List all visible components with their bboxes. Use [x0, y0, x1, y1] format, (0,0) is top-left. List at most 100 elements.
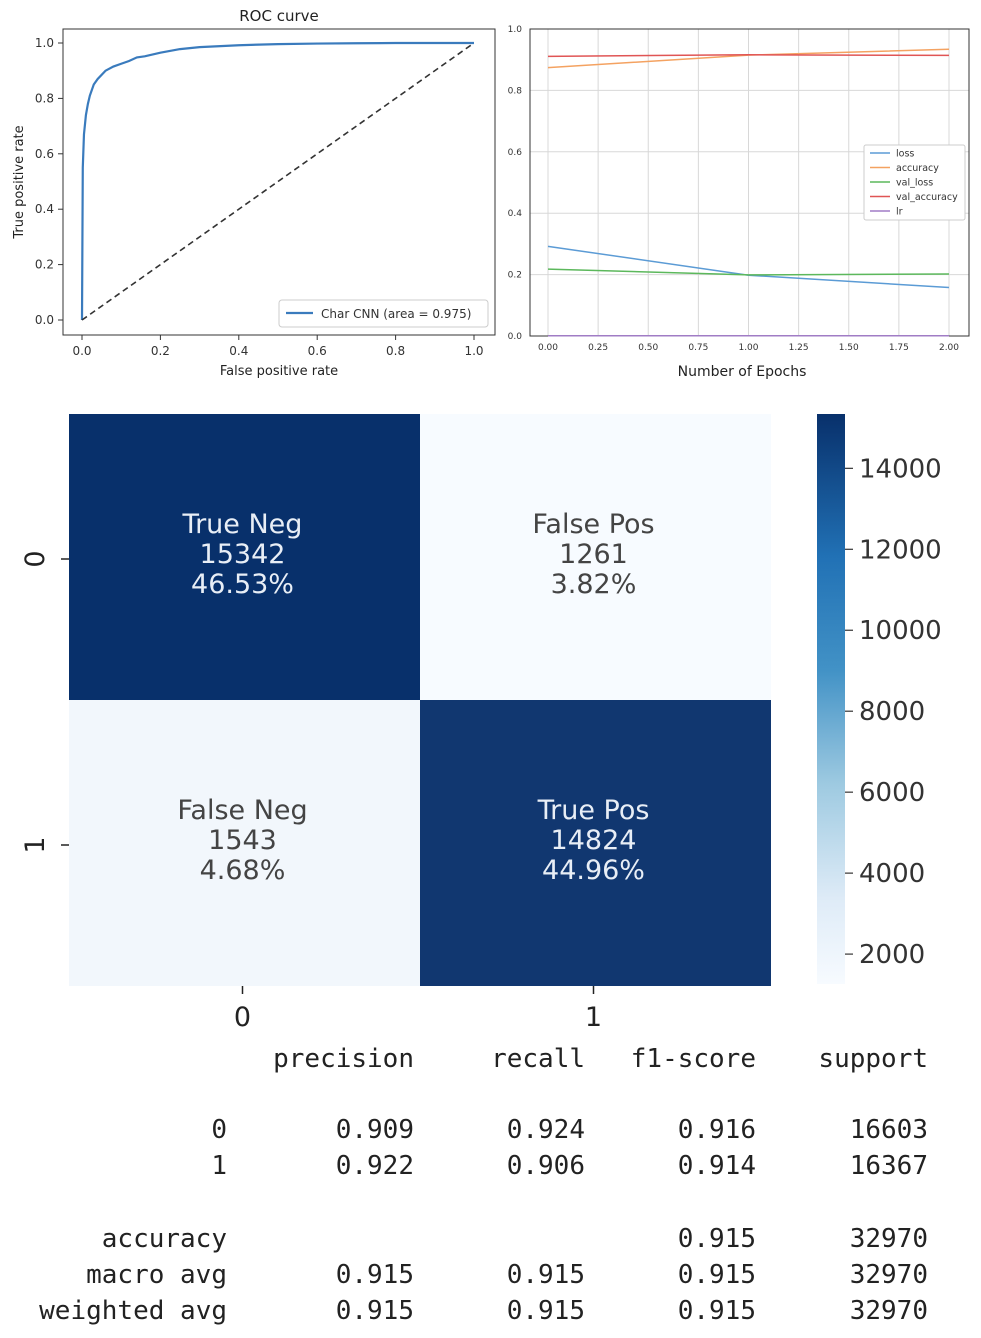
x-tick-label: 1.75 — [889, 343, 909, 353]
cell-percent: 46.53% — [191, 569, 294, 600]
x-tick-label: 0.6 — [308, 344, 327, 358]
colorbar-tick-label: 12000 — [859, 535, 942, 565]
row-value: 16603 — [850, 1115, 928, 1145]
y-tick-label: 0.6 — [35, 147, 54, 161]
legend-label: val_accuracy — [896, 192, 958, 203]
cell-name: False Neg — [177, 795, 307, 826]
y-tick-label: 1 — [20, 836, 51, 853]
x-tick-label: 1.25 — [789, 343, 809, 353]
roc-line-0 — [80, 41, 474, 321]
row-value: 32970 — [850, 1260, 928, 1290]
y-tick-label: 0.4 — [508, 209, 523, 219]
cell-name: False Pos — [532, 509, 654, 540]
row-value: 0.924 — [507, 1115, 585, 1145]
x-tick-label: 1.0 — [464, 344, 483, 358]
row-value: 0.906 — [507, 1151, 585, 1181]
y-tick-label: 0.6 — [508, 148, 523, 158]
series-line-val-loss — [547, 268, 950, 276]
colorbar — [817, 414, 845, 984]
x-tick-label: 0.2 — [151, 344, 170, 358]
x-tick-label: 0 — [234, 1002, 251, 1033]
legend-label: loss — [896, 149, 914, 160]
x-tick-label: 1.50 — [839, 343, 859, 353]
legend-box — [278, 299, 489, 328]
y-tick-label: 0.2 — [35, 258, 54, 272]
row-value: 0.914 — [678, 1151, 756, 1181]
row-value: 0.915 — [678, 1224, 756, 1254]
column-header: precision — [273, 1044, 414, 1074]
legend-box — [863, 144, 966, 221]
x-tick-label: 0.0 — [72, 344, 91, 358]
column-header: f1-score — [631, 1044, 756, 1074]
x-axis-label: Number of Epochs — [678, 364, 807, 380]
row-value: 0.915 — [678, 1296, 756, 1326]
cell-count: 1261 — [559, 539, 628, 570]
row-value: 0.915 — [507, 1260, 585, 1290]
x-tick-label: 0.8 — [386, 344, 405, 358]
row-value: 32970 — [850, 1296, 928, 1326]
column-header: recall — [491, 1044, 585, 1074]
cell-percent: 44.96% — [542, 855, 645, 886]
y-tick-label: 1.0 — [35, 36, 54, 50]
series-line-val-accuracy — [547, 54, 950, 58]
colorbar-tick-label: 4000 — [859, 859, 925, 889]
y-tick-label: 1.0 — [508, 25, 523, 35]
cell-percent: 3.82% — [551, 569, 637, 600]
row-value: 32970 — [850, 1224, 928, 1254]
row-value: 0.915 — [336, 1296, 414, 1326]
x-tick-label: 2.00 — [939, 343, 959, 353]
colorbar-tick-label: 14000 — [859, 454, 942, 484]
row-value: 16367 — [850, 1151, 928, 1181]
cell-count: 1543 — [208, 825, 277, 856]
colorbar-tick-label: 6000 — [859, 778, 925, 808]
colorbar-tick-label: 10000 — [859, 616, 942, 646]
cell-count: 15342 — [200, 539, 286, 570]
cell-name: True Neg — [182, 509, 303, 540]
legend-label: accuracy — [896, 163, 939, 174]
row-value: 0.915 — [507, 1296, 585, 1326]
legend-label: Char CNN (area = 0.975) — [321, 307, 471, 321]
row-label: accuracy — [102, 1224, 227, 1254]
column-header: support — [818, 1044, 928, 1074]
cell-true-pos — [420, 700, 771, 986]
legend-label: val_loss — [896, 178, 933, 189]
y-axis-label: True positive rate — [12, 125, 27, 239]
row-label: weighted avg — [39, 1296, 227, 1326]
cell-true-neg — [69, 414, 420, 700]
row-label: 0 — [211, 1115, 227, 1145]
roc-chart: ROC curve 0.0 0.2 0.4 0.6 0.8 1.0 0.0 0.2 0.4 0.6 0… — [12, 7, 496, 379]
x-tick-label: 1.00 — [738, 343, 758, 353]
x-tick-label: 0.50 — [638, 343, 658, 353]
row-value: 0.916 — [678, 1115, 756, 1145]
plot-frame — [62, 28, 496, 336]
x-tick-label: 0.4 — [229, 344, 248, 358]
x-tick-label: 0.75 — [688, 343, 708, 353]
row-label: macro avg — [86, 1260, 227, 1290]
y-tick-label: 0.2 — [508, 271, 522, 281]
training-history-chart: 0.00 0.25 0.50 0.75 1.00 1.25 1.50 1.75 2.00 0.0 0… — [508, 25, 970, 380]
cell-false-pos — [420, 414, 771, 700]
colorbar-tick-label: 2000 — [859, 940, 925, 970]
row-value: 0.909 — [336, 1115, 414, 1145]
x-tick-label: 0.25 — [588, 343, 608, 353]
row-value: 0.915 — [678, 1260, 756, 1290]
cell-percent: 4.68% — [200, 855, 286, 886]
row-label: 1 — [211, 1151, 227, 1181]
x-axis-label: False positive rate — [220, 364, 338, 379]
cell-name: True Pos — [537, 795, 650, 826]
y-tick-label: 0.0 — [35, 313, 54, 327]
cell-count: 14824 — [551, 825, 637, 856]
legend-label: lr — [896, 207, 903, 218]
row-value: 0.922 — [336, 1151, 414, 1181]
y-tick-label: 0.0 — [508, 332, 523, 342]
classification-report: precision recall f1-score support 0 0.909 0.92… — [39, 1044, 928, 1326]
colorbar-tick-label: 8000 — [859, 697, 925, 727]
y-tick-label: 0.8 — [35, 91, 54, 105]
row-value: 0.915 — [336, 1260, 414, 1290]
x-tick-label: 1 — [585, 1002, 602, 1033]
cell-false-neg — [69, 700, 420, 986]
x-tick-label: 0.00 — [538, 343, 558, 353]
y-tick-label: 0.8 — [508, 86, 523, 96]
y-tick-label: 0.4 — [35, 202, 54, 216]
y-tick-label: 0 — [20, 550, 51, 567]
